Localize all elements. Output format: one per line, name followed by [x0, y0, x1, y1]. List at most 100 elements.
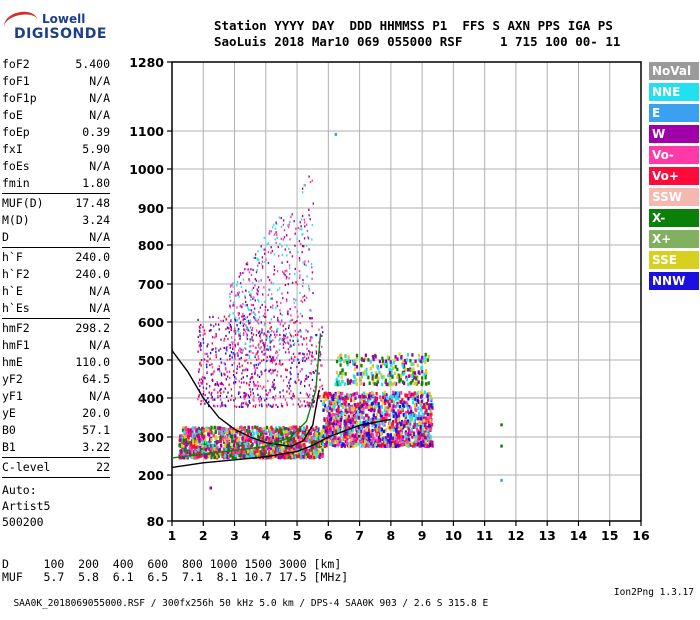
echo-point: [429, 421, 432, 425]
echo-point: [257, 322, 260, 325]
echo-point: [294, 380, 296, 383]
echo-point: [401, 435, 405, 439]
echo-point: [334, 132, 338, 136]
echo-point: [396, 422, 399, 426]
echo-point: [276, 370, 279, 373]
echo-point: [367, 436, 370, 441]
echo-point: [312, 455, 316, 460]
echo-point: [287, 326, 290, 330]
echo-point: [236, 451, 239, 456]
echo-point: [424, 368, 428, 373]
echo-point: [284, 398, 287, 401]
echo-point: [248, 308, 251, 311]
echo-point: [290, 215, 292, 218]
x-tick-label: 2: [199, 528, 208, 543]
echo-point: [319, 355, 321, 358]
echo-point: [271, 297, 273, 300]
echo-point: [244, 392, 246, 395]
echo-point: [414, 434, 418, 439]
echo-point: [405, 401, 408, 405]
echo-point: [413, 391, 416, 395]
echo-point: [228, 322, 230, 325]
echo-point: [267, 309, 269, 312]
echo-point: [246, 316, 249, 319]
echo-point: [415, 400, 418, 405]
echo-point: [352, 361, 355, 366]
echo-point: [403, 365, 406, 370]
echo-point: [303, 443, 306, 447]
x-tick-label: 3: [230, 528, 239, 543]
echo-point: [256, 449, 259, 453]
echo-point: [274, 333, 276, 336]
echo-point: [281, 245, 283, 248]
echo-point: [386, 361, 389, 365]
echo-point: [398, 352, 401, 356]
echo-point: [349, 394, 352, 398]
echo-point: [278, 451, 281, 455]
echo-point: [381, 411, 384, 415]
echo-point: [251, 288, 253, 291]
echo-point: [308, 401, 310, 404]
logo-digisonde: DIGISONDE: [14, 26, 107, 42]
echo-point: [337, 428, 340, 433]
echo-point: [344, 415, 347, 420]
echo-point: [299, 228, 301, 231]
echo-point: [288, 277, 290, 280]
echo-point: [229, 299, 232, 302]
echo-point: [293, 444, 296, 448]
echo-point: [387, 406, 390, 410]
echo-point: [273, 383, 275, 386]
echo-point: [421, 376, 424, 380]
echo-point: [308, 455, 311, 459]
echo-point: [233, 330, 235, 333]
echo-point: [245, 454, 248, 459]
echo-point: [315, 350, 317, 353]
echo-point: [233, 327, 236, 330]
echo-point: [408, 411, 411, 416]
echo-point: [290, 366, 292, 370]
echo-point: [269, 348, 272, 351]
echo-point: [338, 399, 341, 404]
echo-point: [214, 398, 216, 401]
echo-point: [265, 437, 268, 442]
echo-point: [424, 360, 427, 365]
echo-point: [416, 390, 419, 395]
echo-point: [301, 245, 304, 248]
echo-point: [341, 411, 344, 416]
echo-point: [397, 434, 400, 438]
echo-point: [321, 326, 323, 329]
echo-point: [409, 367, 412, 371]
echo-point: [355, 405, 358, 409]
y-tick-label: 1000: [129, 162, 164, 177]
echo-point: [258, 400, 261, 403]
echo-point: [279, 323, 281, 326]
echo-point: [431, 422, 434, 427]
echo-point: [338, 438, 341, 442]
echo-point: [191, 445, 194, 449]
echo-point: [309, 372, 311, 375]
echo-point: [385, 413, 388, 417]
echo-point: [423, 390, 427, 395]
echo-point: [246, 403, 248, 406]
echo-point: [260, 370, 262, 373]
echo-point: [238, 291, 240, 294]
echo-point: [292, 431, 295, 435]
echo-point: [281, 436, 284, 441]
echo-point: [297, 358, 299, 361]
echo-point: [367, 417, 370, 421]
echo-point: [246, 337, 249, 341]
echo-point: [251, 429, 254, 433]
echo-point: [269, 337, 271, 340]
echo-point: [283, 440, 286, 445]
echo-point: [305, 425, 309, 429]
echo-point: [218, 365, 220, 368]
echo-point: [274, 336, 277, 339]
echo-point: [298, 439, 301, 443]
echo-point: [334, 393, 337, 397]
param-value: 17.48: [75, 196, 110, 210]
echo-point: [207, 426, 210, 431]
echo-point: [255, 334, 258, 337]
echo-point: [331, 403, 334, 407]
echo-point: [246, 353, 249, 356]
echo-point: [228, 454, 231, 459]
